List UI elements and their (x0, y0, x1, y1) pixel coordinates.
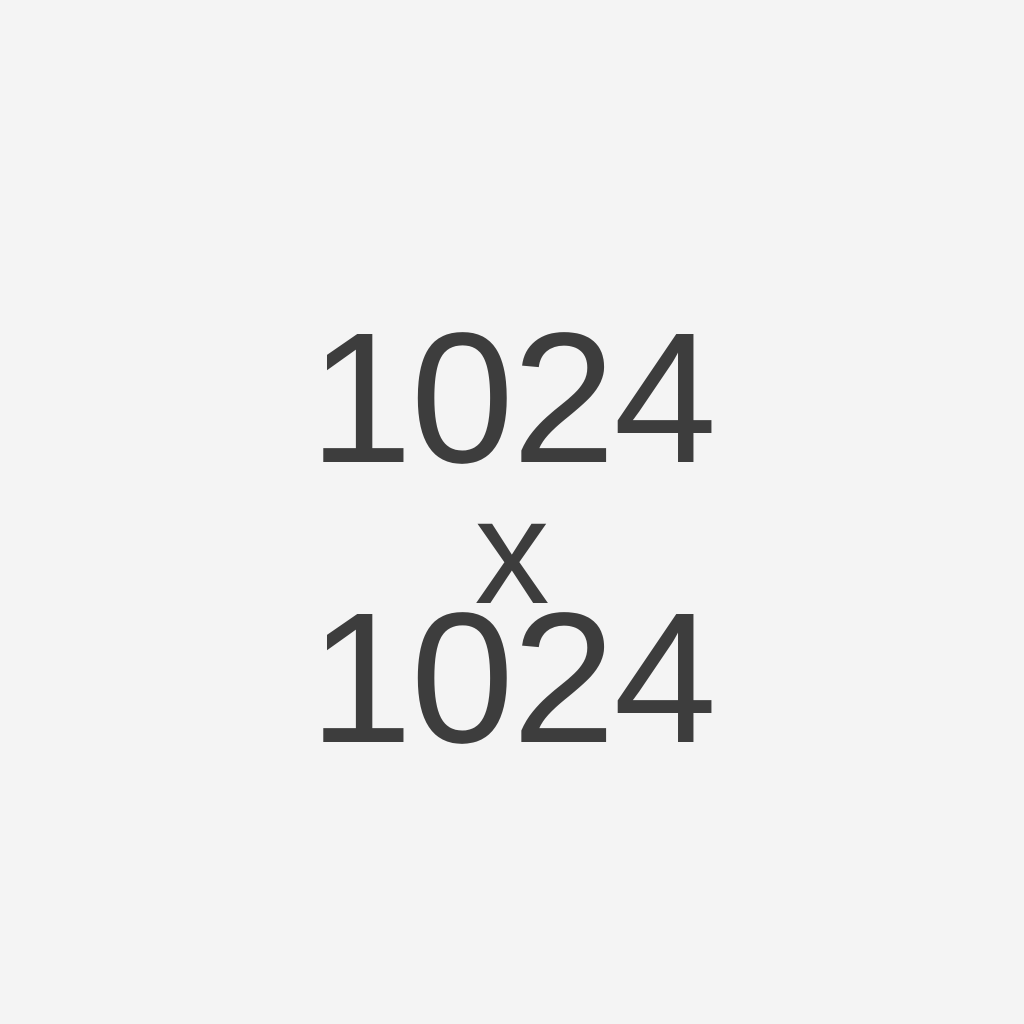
width-label: 1024 (309, 295, 717, 502)
height-label: 1024 (309, 575, 717, 782)
dimension-separator: x (474, 467, 550, 635)
